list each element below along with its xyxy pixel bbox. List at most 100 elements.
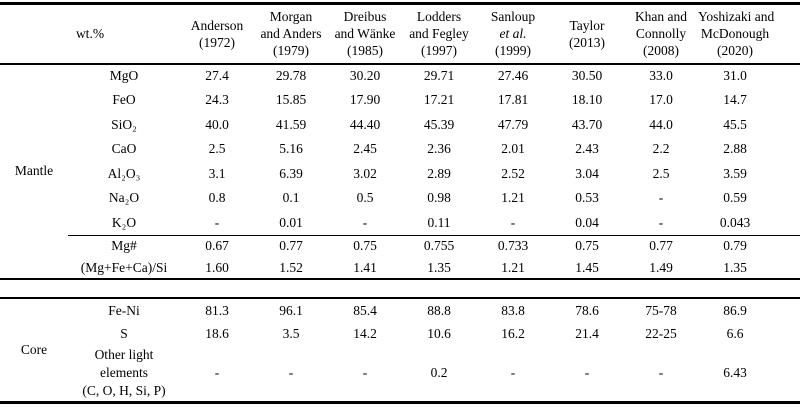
- table-row: K₂O - 0.01 - 0.11 - 0.04 - 0.043: [0, 211, 800, 236]
- table-row: (Mg+Fe+Ca)/Si 1.60 1.52 1.41 1.35 1.21 1…: [0, 257, 800, 279]
- value-cell: 3.04: [575, 165, 599, 181]
- value-cell: 6.6: [726, 326, 744, 341]
- value-cell: 2.88: [723, 141, 747, 157]
- header-row: wt.% Anderson (1972) Morgan and Anders (…: [0, 3, 800, 65]
- column-header-line: (1985): [347, 43, 383, 59]
- value-cell: 1.35: [723, 259, 747, 275]
- value-cell: 1.52: [279, 259, 303, 275]
- value-cell: -: [510, 214, 516, 230]
- species-label-line: (C, O, H, Si, P): [82, 383, 166, 399]
- value-cell: 44.0: [649, 116, 673, 132]
- value-cell: 17.90: [349, 92, 381, 108]
- column-header-line: et al.: [499, 26, 527, 42]
- column-header-line: and Wänke: [334, 26, 396, 42]
- value-cell: 15.85: [275, 92, 307, 108]
- column-header-line: Lodders: [416, 9, 462, 25]
- value-cell: 3.59: [723, 165, 747, 181]
- value-cell: 1.21: [501, 259, 525, 275]
- value-cell: 0.98: [427, 190, 451, 206]
- value-cell: -: [214, 214, 220, 230]
- value-cell: 44.40: [349, 116, 381, 132]
- species-label-feo: FeO: [112, 92, 136, 108]
- column-header-line: (2013): [569, 34, 605, 50]
- table-row: Mg# 0.67 0.77 0.75 0.755 0.733 0.75 0.77…: [0, 234, 800, 257]
- species-label-na2o: Na₂O: [108, 190, 140, 206]
- column-header-line: Morgan: [269, 9, 313, 25]
- value-cell: 2.5: [208, 141, 226, 157]
- value-cell: 3.02: [353, 165, 377, 181]
- column-header-taylor-2013: Taylor (2013): [550, 3, 624, 65]
- value-cell: 0.75: [328, 234, 402, 257]
- value-cell: 1.60: [205, 259, 229, 275]
- species-label-line: elements: [100, 365, 148, 381]
- species-label-mg-fe-ca-si-ratio: (Mg+Fe+Ca)/Si: [80, 259, 168, 275]
- table-row: Na₂O 0.8 0.1 0.5 0.98 1.21 0.53 - 0.59: [0, 186, 800, 211]
- value-cell: 40.0: [205, 116, 229, 132]
- value-cell: 41.59: [275, 116, 307, 132]
- column-header-lodders-fegley-1997: Lodders and Fegley (1997): [402, 3, 476, 65]
- column-header-line: Anderson: [190, 17, 244, 33]
- value-cell: 29.78: [275, 68, 307, 84]
- value-cell: 27.46: [497, 68, 529, 84]
- column-header-morgan-anders-1979: Morgan and Anders (1979): [254, 3, 328, 65]
- value-cell: 45.39: [423, 116, 455, 132]
- species-label-line: Other light: [94, 347, 154, 363]
- column-header-line: Dreibus: [343, 9, 387, 25]
- column-header-yoshizaki-mcdonough-2020: Yoshizaki and McDonough (2020): [698, 3, 800, 65]
- value-cell: 21.4: [575, 326, 599, 341]
- value-cell: 81.3: [205, 302, 229, 318]
- value-cell: 0.5: [356, 190, 374, 206]
- composition-table: wt.% Anderson (1972) Morgan and Anders (…: [0, 2, 800, 404]
- column-header-line: (1979): [273, 43, 309, 59]
- value-cell: 2.36: [427, 141, 451, 157]
- value-cell: 30.20: [349, 68, 381, 84]
- value-cell: 85.4: [353, 302, 377, 318]
- value-cell: 0.1: [282, 190, 300, 206]
- value-cell: 0.11: [427, 214, 451, 230]
- value-cell: 18.6: [205, 326, 229, 341]
- value-cell: 96.1: [279, 302, 303, 318]
- value-cell: -: [510, 365, 516, 381]
- value-cell: 45.5: [723, 116, 747, 132]
- value-cell: 30.50: [571, 68, 603, 84]
- value-cell: 3.5: [282, 326, 300, 341]
- value-cell: 14.7: [723, 92, 747, 108]
- value-cell: 6.39: [279, 165, 303, 181]
- table-row: SiO₂ 40.0 41.59 44.40 45.39 47.79 43.70 …: [0, 113, 800, 138]
- value-cell: -: [658, 214, 664, 230]
- column-header-line: (1972): [199, 34, 235, 50]
- value-cell: 31.0: [723, 68, 747, 84]
- column-header-line: (2020): [717, 43, 753, 59]
- column-header-sanloup-1999: Sanloup et al. (1999): [476, 3, 550, 65]
- table-row: Al₂O₃ 3.1 6.39 3.02 2.89 2.52 3.04 2.5 3…: [0, 162, 800, 187]
- value-cell: 14.2: [353, 326, 377, 341]
- value-cell: 29.71: [423, 68, 455, 84]
- table-row: S 18.6 3.5 14.2 10.6 16.2 21.4 22-25 6.6: [0, 322, 800, 346]
- column-header-line: (1997): [421, 43, 457, 59]
- column-header-dreibus-wanke-1985: Dreibus and Wänke (1985): [328, 3, 402, 65]
- section-divider: [0, 278, 800, 299]
- value-cell: -: [362, 365, 368, 381]
- value-cell: 0.77: [624, 234, 698, 257]
- value-cell: 2.43: [575, 141, 599, 157]
- value-cell: 0.67: [180, 234, 254, 257]
- value-cell: 2.5: [652, 165, 670, 181]
- table-row: Mantle MgO 27.4 29.78 30.20 29.71 27.46 …: [0, 64, 800, 178]
- column-header-line: Taylor: [569, 17, 605, 33]
- column-header-line: and Anders: [260, 26, 322, 42]
- value-cell: -: [658, 190, 664, 206]
- value-cell: 33.0: [649, 68, 673, 84]
- value-cell: -: [288, 365, 294, 381]
- value-cell: 83.8: [501, 302, 525, 318]
- species-label-sio2: SiO₂: [111, 116, 137, 132]
- value-cell: 88.8: [427, 302, 451, 318]
- value-cell: 1.41: [353, 259, 377, 275]
- value-cell: 0.79: [698, 234, 800, 257]
- species-label-other-light-elements: Other light elements (C, O, H, Si, P): [68, 346, 180, 402]
- value-cell: 47.79: [497, 116, 529, 132]
- value-cell: 1.49: [649, 259, 673, 275]
- table-row: CaO 2.5 5.16 2.45 2.36 2.01 2.43 2.2 2.8…: [0, 137, 800, 162]
- value-cell: 0.01: [279, 214, 303, 230]
- species-label-al2o3: Al₂O₃: [107, 165, 141, 181]
